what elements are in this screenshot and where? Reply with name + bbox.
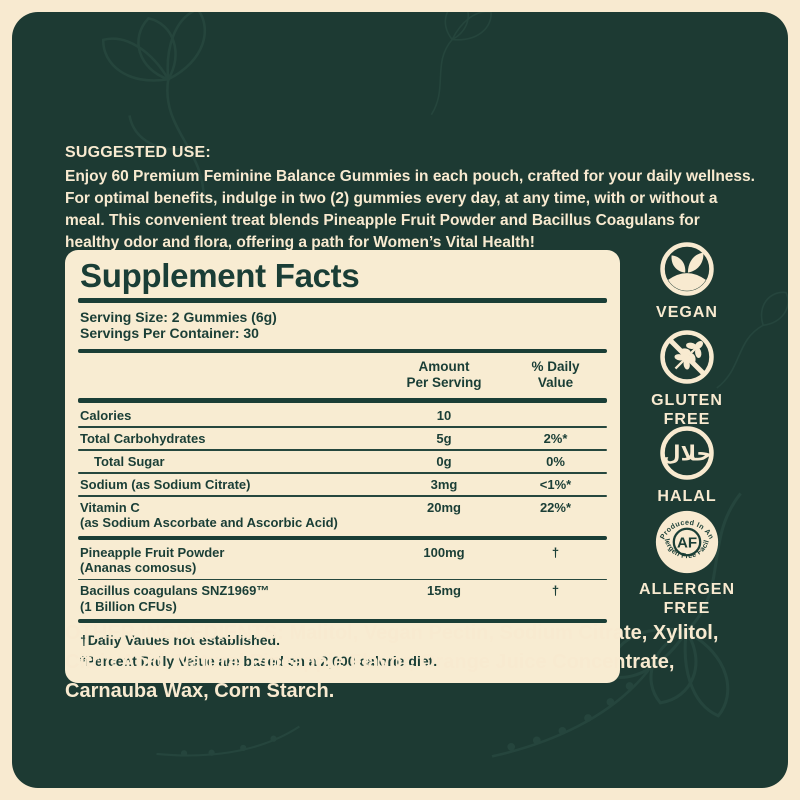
supplement-facts-title: Supplement Facts xyxy=(80,257,360,294)
nutrient-name: Total Sugar xyxy=(94,453,165,469)
nutrient-dv: † xyxy=(551,544,560,560)
footnote-daily-values: †Daily Values not established. xyxy=(80,632,280,649)
nutrient-name: Bacillus coagulans SNZ1969™ (1 Billion C… xyxy=(80,583,270,614)
col-daily-value-header: % Daily Value xyxy=(531,359,580,390)
table-row-calories: Calories 10 xyxy=(78,405,607,427)
table-row-pineapple-fruit-powder: Pineapple Fruit Powder (Ananas comosus) … xyxy=(78,542,607,579)
supplement-facts-panel: Supplement Facts Serving Size: 2 Gummies… xyxy=(65,250,620,684)
col-amount-header: Amount Per Serving xyxy=(406,359,482,390)
nutrient-name: Total Carbohydrates xyxy=(80,430,206,446)
divider xyxy=(78,619,607,624)
af-monogram: AF xyxy=(677,535,697,552)
nutrient-amount: 3mg xyxy=(430,476,458,492)
nutrient-amount: 20mg xyxy=(427,499,461,515)
badge-vegan: VEGAN xyxy=(641,240,733,322)
nutrient-dv: 0% xyxy=(546,453,565,469)
gluten-free-icon xyxy=(660,330,714,384)
botanical-pattern-icon xyxy=(101,12,788,758)
nutrient-dv: 2%* xyxy=(543,430,568,446)
divider xyxy=(78,535,607,540)
divider xyxy=(78,495,607,497)
badge-halal: حلال HALAL xyxy=(641,424,733,506)
other-ingredients-body: Malitol, Vegan Pectin, Sodium Citrate, X… xyxy=(65,622,719,702)
suggested-use-body: Enjoy 60 Premium Feminine Balance Gummie… xyxy=(65,168,755,251)
nutrient-name: Pineapple Fruit Powder (Ananas comosus) xyxy=(80,544,225,576)
nutrient-dv: <1%* xyxy=(539,476,572,492)
table-row-total-sugar: Total Sugar 0g 0% xyxy=(78,451,607,473)
badge-label: GLUTEN FREE xyxy=(651,392,723,428)
nutrient-name: Sodium (as Sodium Citrate) xyxy=(80,476,251,492)
nutrient-name: Vitamin C (as Sodium Ascorbate and Ascor… xyxy=(80,499,338,531)
footnote-percent-dv: *Percent Daily Value are based on a 2,00… xyxy=(80,653,438,670)
badge-label: ALLERGEN FREE xyxy=(639,581,735,617)
nutrient-dv: 22%* xyxy=(539,499,572,515)
table-row-sodium: Sodium (as Sodium Citrate) 3mg <1%* xyxy=(78,474,607,496)
divider xyxy=(78,472,607,474)
other-ingredients-section: OTHER INGREDIENTS: Malitol, Vegan Pectin… xyxy=(65,619,727,706)
nutrient-name: Calories xyxy=(80,407,132,423)
allergen-free-icon: Produced In An Allergen Free Facility AF xyxy=(654,509,719,574)
badge-label: HALAL xyxy=(657,488,717,505)
divider xyxy=(78,398,607,403)
nutrient-amount: 100mg xyxy=(423,544,465,560)
nutrient-amount: 10 xyxy=(436,407,452,423)
serving-size: Serving Size: 2 Gummies (6g) xyxy=(80,308,277,325)
other-ingredients-text: OTHER INGREDIENTS: Malitol, Vegan Pectin… xyxy=(65,619,727,706)
halal-arabic-text: حلال xyxy=(663,441,712,465)
footnotes: †Daily Values not established. *Percent … xyxy=(78,625,607,674)
badge-allergen-free: Produced In An Allergen Free Facility AF… xyxy=(639,509,735,618)
table-row-vitamin-c: Vitamin C (as Sodium Ascorbate and Ascor… xyxy=(78,497,607,534)
divider xyxy=(78,449,607,451)
table-row-bacillus-coagulans: Bacillus coagulans SNZ1969™ (1 Billion C… xyxy=(78,580,607,617)
nutrient-amount: 15mg xyxy=(427,583,461,599)
nutrient-dv: † xyxy=(551,583,560,599)
halal-icon: حلال xyxy=(660,426,714,480)
badge-gluten-free: GLUTEN FREE xyxy=(641,328,733,429)
divider xyxy=(78,578,607,581)
divider xyxy=(78,348,607,353)
nutrient-amount: 0g xyxy=(436,453,452,469)
table-header-row: Amount Per Serving % Daily Value xyxy=(78,355,607,396)
divider xyxy=(78,426,607,428)
table-row-total-carbohydrates: Total Carbohydrates 5g 2%* xyxy=(78,428,607,450)
suggested-use-heading: SUGGESTED USE: xyxy=(65,144,211,161)
nutrient-amount: 5g xyxy=(436,430,452,446)
other-ingredients-heading: OTHER INGREDIENTS: xyxy=(65,622,290,644)
servings-per-container: Servings Per Container: 30 xyxy=(80,325,259,341)
label-card: SUGGESTED USE: Enjoy 60 Premium Feminine… xyxy=(12,12,788,788)
vegan-icon xyxy=(660,242,714,296)
badge-label: VEGAN xyxy=(656,304,718,321)
suggested-use-section: SUGGESTED USE: Enjoy 60 Premium Feminine… xyxy=(65,144,757,254)
divider xyxy=(78,298,607,303)
